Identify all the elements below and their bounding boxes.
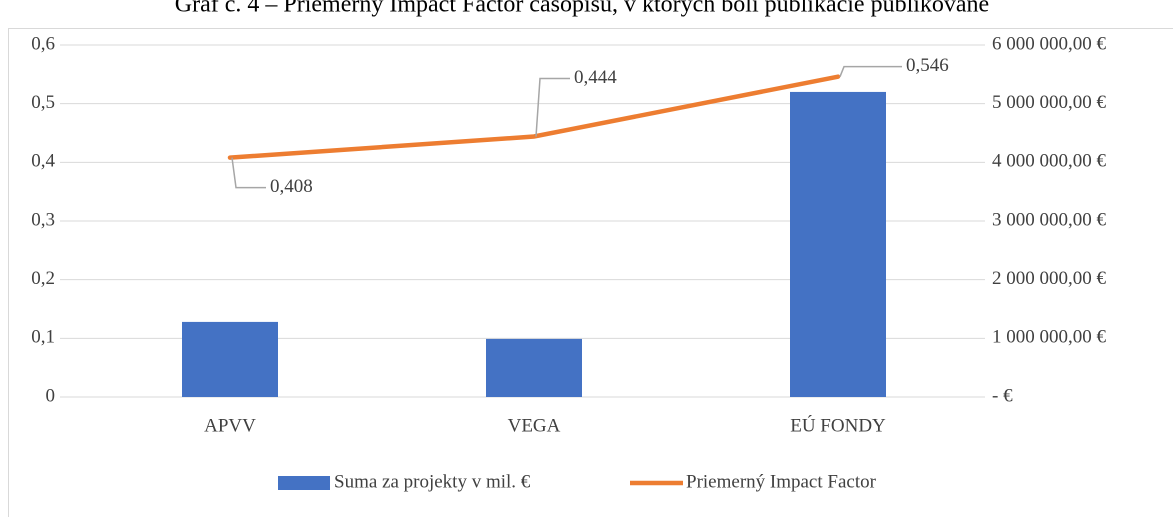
y-tick-label: 0,2 [31,268,55,289]
y-tick-label: 0,3 [31,209,55,230]
legend-label: Priemerný Impact Factor [686,471,877,492]
y2-tick-label: 5 000 000,00 € [992,92,1107,113]
chart-border [8,28,1173,517]
data-label: 0,408 [270,176,313,197]
legend-swatch [278,476,330,490]
y-tick-label: 0 [46,385,56,406]
bar [486,338,582,397]
y-tick-label: 0,5 [31,92,55,113]
x-tick-label: APVV [204,415,256,436]
y2-tick-label: 2 000 000,00 € [992,268,1107,289]
leader-line [839,65,902,77]
leader-line [535,77,570,137]
bar [790,91,886,397]
y-tick-label: 0,4 [31,151,55,172]
y2-tick-label: 6 000 000,00 € [992,33,1107,54]
data-label: 0,444 [574,67,617,88]
x-tick-label: VEGA [508,415,561,436]
line [227,74,841,160]
legend-label: Suma za projekty v mil. € [334,471,531,492]
y-tick-label: 0,1 [31,327,55,348]
y2-tick-label: - € [992,385,1013,406]
leader-line [231,157,266,189]
y-tick-label: 0,6 [31,33,55,54]
bar [182,321,278,397]
y2-tick-label: 4 000 000,00 € [992,151,1107,172]
y2-tick-label: 1 000 000,00 € [992,327,1107,348]
x-tick-label: EÚ FONDY [790,414,886,436]
data-label: 0,546 [906,55,949,76]
chart-title: Graf č. 4 – Priemerný Impact Factor časo… [175,0,989,18]
y2-tick-label: 3 000 000,00 € [992,209,1107,230]
